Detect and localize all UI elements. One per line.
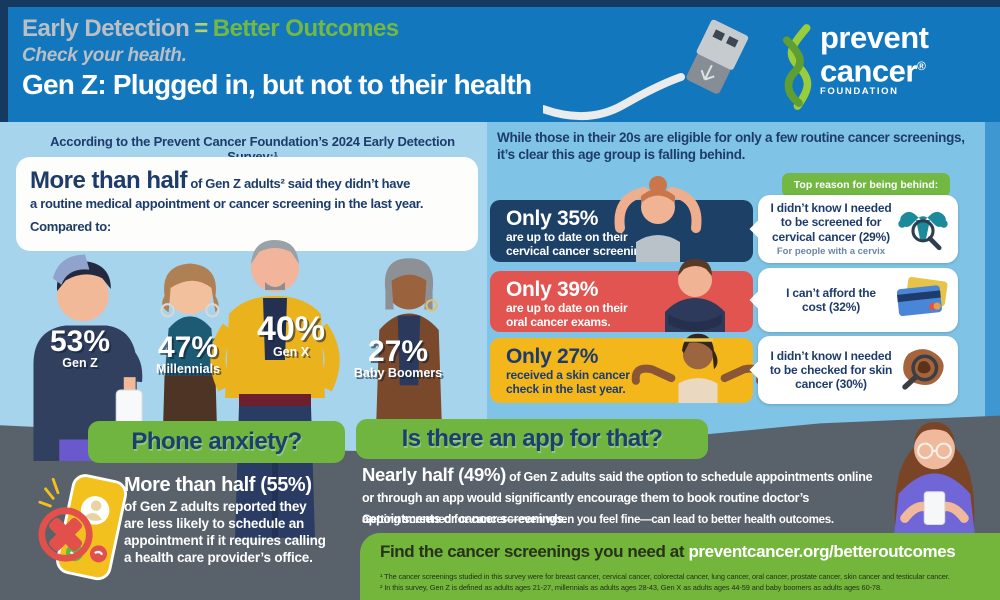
stat-boomers-percent: 27% xyxy=(367,335,429,368)
highlight-lead: More than half xyxy=(30,167,188,194)
cta-prefix: Find the cancer screenings you need at xyxy=(380,542,689,561)
header-band: Early Detection = Better Outcomes Check yo… xyxy=(8,7,1000,122)
stat-millennials: 47% Millennials xyxy=(156,331,220,377)
phone-call-declined-illustration xyxy=(38,460,133,590)
compared-label: Compared to: xyxy=(30,219,111,234)
logo-word-cancer: cancer® xyxy=(820,53,926,89)
crossed-arms-man-illustration xyxy=(640,254,750,332)
cta-bar: Find the cancer screenings you need at p… xyxy=(360,533,1000,600)
skin-magnifier-icon xyxy=(896,344,950,397)
skin-stat-lead: Only 27% xyxy=(506,345,599,368)
cta-link[interactable]: preventcancer.org/betteroutcomes xyxy=(688,542,956,561)
woman-with-phone-illustration xyxy=(876,414,994,549)
logo-word-foundation: FOUNDATION xyxy=(820,86,899,98)
cta-text: Find the cancer screenings you need at p… xyxy=(380,542,956,562)
shrugging-woman-illustration xyxy=(618,332,778,403)
usb-cable-illustration xyxy=(539,15,758,122)
oral-stat-lead: Only 39% xyxy=(506,278,599,301)
cervical-reason-bubble: I didn’t know I needed to be screened fo… xyxy=(758,195,958,263)
tagline: Early Detection = Better Outcomes xyxy=(22,15,399,43)
cost-reason-bubble: I can’t afford the cost (32%) xyxy=(758,268,958,332)
phone-anxiety-heading: Phone anxiety? xyxy=(88,421,345,463)
skin-reason-text: I didn’t know I needed to be checked for… xyxy=(769,348,893,392)
stat-genz-label: Gen Z xyxy=(62,356,98,370)
page-title: Gen Z: Plugged in, but not to their heal… xyxy=(22,69,532,100)
stat-boomers-label: Baby Boomers xyxy=(353,366,443,380)
millennial-person-illustration xyxy=(134,250,246,450)
cervical-reason-text: I didn’t know I needed to be screened fo… xyxy=(770,201,892,244)
phone-anxiety-lead: More than half (55%) xyxy=(124,474,312,496)
highlight-line2: a routine medical appointment or cancer … xyxy=(30,196,424,211)
stat-millennials-percent: 47% xyxy=(157,331,219,364)
stat-genx-label: Gen X xyxy=(272,345,310,359)
stat-genx: 40% Gen X xyxy=(256,310,326,359)
tagline-better-outcomes: Better Outcomes xyxy=(212,15,399,42)
oral-stat-body: are up to date on their oral cancer exam… xyxy=(506,301,628,330)
stat-genz: 53% Gen Z xyxy=(49,325,111,371)
tagline-equals: = xyxy=(194,15,208,42)
stat-boomers: 27% Baby Boomers xyxy=(353,335,443,381)
stat-genz-percent: 53% xyxy=(49,325,111,358)
cervical-stat-lead: Only 35% xyxy=(506,207,599,230)
skin-reason-bubble: I didn’t know I needed to be checked for… xyxy=(758,336,958,404)
cost-reason-text: I can’t afford the cost (32%) xyxy=(786,285,876,314)
logo-word-prevent: prevent xyxy=(820,20,929,55)
highlight-box: More than half of Gen Z adults² said the… xyxy=(16,157,478,251)
stat-genx-percent: 40% xyxy=(256,310,326,348)
right-gutter-stripe xyxy=(985,122,1000,422)
app-paragraph: Nearly half (49%) of Gen Z adults said t… xyxy=(362,463,878,529)
usb-plug-icon xyxy=(539,19,749,121)
skin-stat-body: received a skin cancer check in the last… xyxy=(506,368,630,397)
logo-wordmark: prevent cancer® FOUNDATION xyxy=(820,20,929,99)
skin-stat-box: Only 27% received a skin cancer check in… xyxy=(490,338,753,403)
credit-cards-icon xyxy=(896,276,950,325)
phone-anxiety-body: of Gen Z adults reported they are less l… xyxy=(124,499,326,565)
app-heading: Is there an app for that? xyxy=(356,419,708,459)
stat-millennials-label: Millennials xyxy=(156,362,220,376)
header-subtitle: Check your health. xyxy=(22,45,187,66)
registered-mark: ® xyxy=(916,59,926,73)
app-lead: Nearly half (49%) xyxy=(362,464,506,485)
tagline-early-detection: Early Detection xyxy=(22,15,190,42)
logo-ribbon-icon xyxy=(776,23,822,111)
worried-woman-illustration xyxy=(598,176,718,262)
reason-header-badge: Top reason for being behind: xyxy=(782,173,950,197)
uterus-magnifier-icon xyxy=(896,201,950,258)
highlight-line1: More than half of Gen Z adults² said the… xyxy=(30,167,411,194)
screening-note: Getting screened for cancer—even when yo… xyxy=(362,514,834,526)
cervix-note: For people with a cervix xyxy=(776,245,886,257)
footnotes: ¹ The cancer screenings studied in this … xyxy=(380,571,985,594)
screenings-intro: While those in their 20s are eligible fo… xyxy=(497,130,965,162)
footnote-1: ¹ The cancer screenings studied in this … xyxy=(380,572,950,581)
footnote-2: ² In this survey, Gen Z is defined as ad… xyxy=(380,583,882,593)
phone-anxiety-paragraph: More than half (55%) of Gen Z adults rep… xyxy=(124,474,369,567)
app-body: of Gen Z adults said the option to sched… xyxy=(362,470,873,526)
